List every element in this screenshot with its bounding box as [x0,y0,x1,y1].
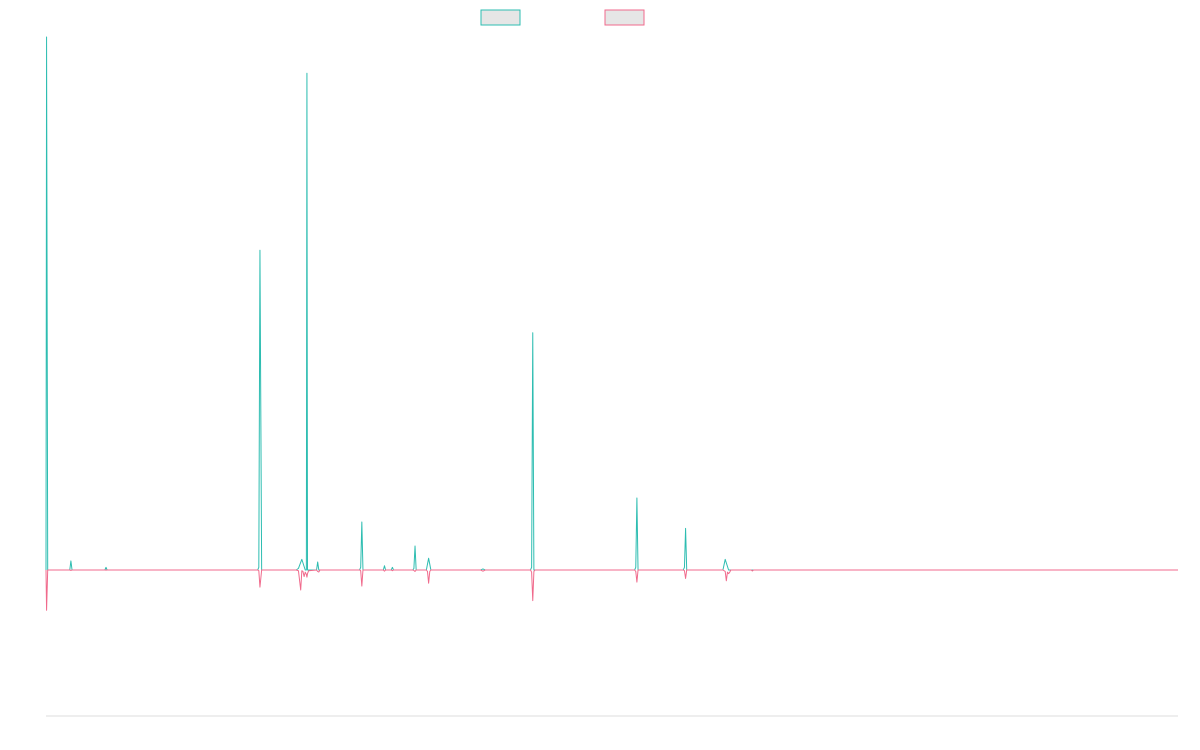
plot-area [45,36,1178,611]
legend-swatch-1[interactable] [480,9,521,26]
legend-swatch-2[interactable] [604,9,645,26]
series-line-2 [45,569,1178,611]
series-line-1 [45,36,1178,571]
legend-item-2[interactable] [604,9,645,26]
legend[interactable] [480,9,645,26]
legend-item-1[interactable] [480,9,521,26]
